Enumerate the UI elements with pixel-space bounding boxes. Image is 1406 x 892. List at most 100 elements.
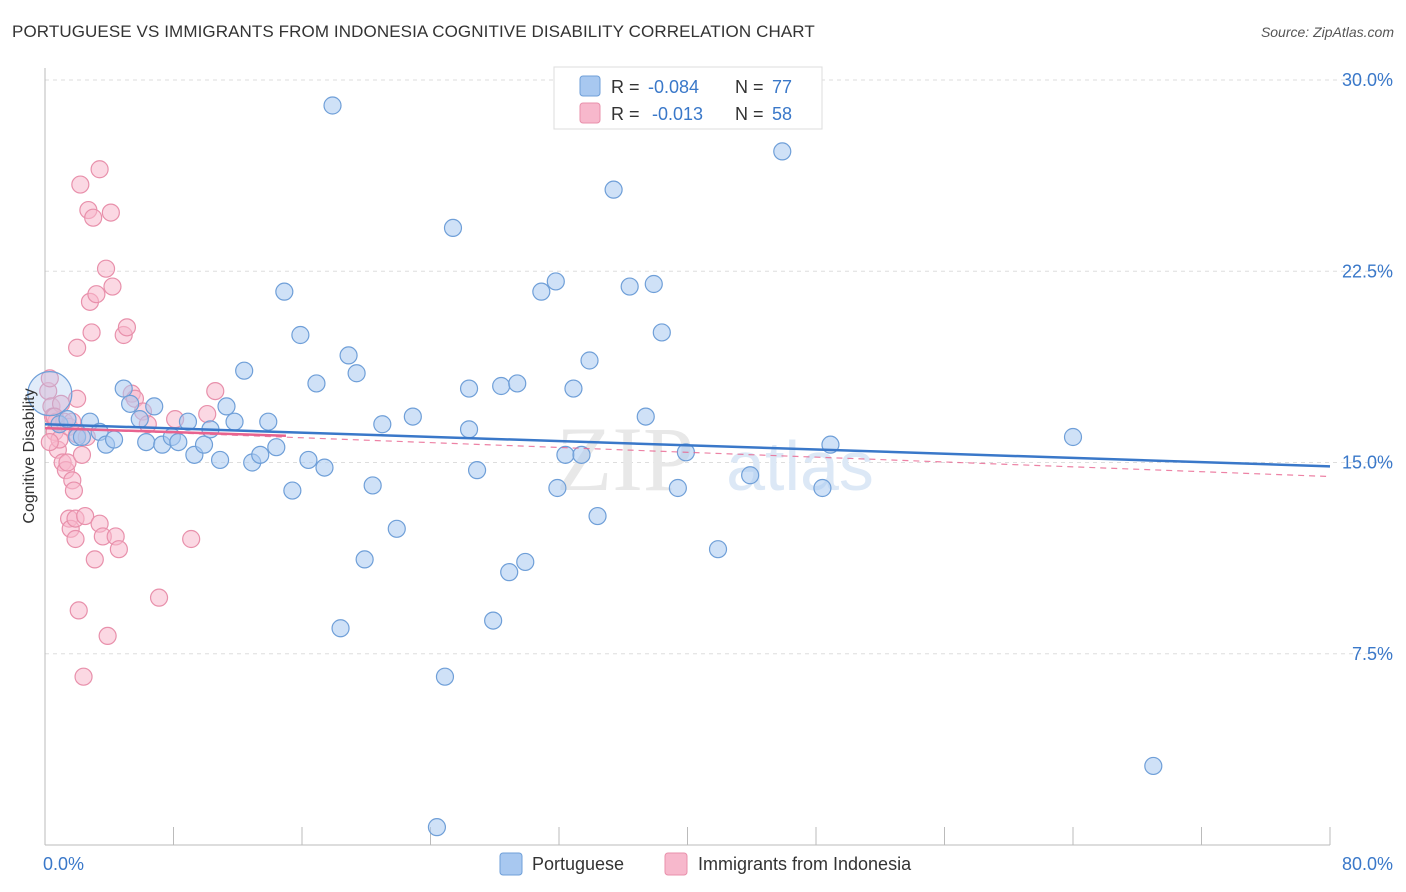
legend-n-value: 77 [772,77,792,97]
data-point-portuguese [225,412,244,431]
data-point-portuguese [145,397,164,416]
data-point-portuguese [435,667,455,686]
data-point-portuguese [620,277,639,296]
data-point-portuguese [484,611,503,630]
data-point-indonesia [198,404,217,424]
data-point-portuguese [443,218,463,237]
legend-bottom-label-portuguese: Portuguese [532,854,624,874]
trend-lines [44,423,1331,478]
legend-n-value: 58 [772,104,792,124]
watermark-atlas: atlas [726,427,874,505]
data-point-portuguese [373,415,392,434]
data-point-portuguese [283,481,302,500]
data-point-indonesia [101,203,120,222]
legend-top: R = -0.084 N = 77 R = -0.013 N = 58 [553,66,823,130]
data-point-portuguese [178,412,198,431]
data-point-indonesia [182,529,201,549]
data-point-portuguese [259,412,278,431]
data-point-indonesia [68,338,87,357]
data-point-portuguese [355,550,374,569]
data-point-portuguese [500,563,519,582]
tick-labels: 7.5% 15.0% 22.5% 30.0% 0.0% 80.0% [43,70,1393,874]
legend-r-value: -0.084 [648,77,699,97]
data-point-portuguese [194,435,214,454]
x-tick-label: 0.0% [43,854,84,874]
legend-swatch-portuguese [579,75,601,97]
data-point-portuguese [508,374,527,393]
grid-lines [45,79,1392,655]
legend-bottom-swatch-indonesia [664,852,688,876]
data-point-indonesia [74,667,93,686]
y-tick-label: 15.0% [1342,453,1393,473]
data-point-portuguese [339,346,358,365]
data-point-indonesia [68,389,87,408]
legend-swatch-indonesia [579,102,601,124]
data-point-indonesia [72,445,92,464]
data-point-portuguese [104,430,124,449]
data-point-portuguese [251,445,270,464]
data-point-portuguese [741,466,760,485]
y-tick-label: 7.5% [1352,644,1393,664]
data-point-portuguese [210,450,230,470]
data-point-portuguese [636,407,655,426]
data-point-indonesia [103,277,122,296]
data-point-indonesia [84,208,103,227]
data-point-indonesia [109,540,128,559]
data-point-portuguese [363,476,382,495]
data-point-portuguese [773,142,792,161]
data-point-indonesia [96,259,116,278]
data-point-indonesia [206,382,225,401]
data-point-indonesia [98,626,117,646]
data-point-indonesia [64,481,84,500]
data-point-portuguese [267,438,286,457]
data-point-portuguese [403,407,422,426]
data-point-portuguese [492,376,511,396]
data-point-portuguese [604,180,623,199]
legend-bottom-swatch-portuguese [499,852,523,876]
axes [44,68,1331,846]
data-point-portuguese [427,818,447,837]
data-point-portuguese [556,445,575,464]
trend-line-indonesia [44,426,286,437]
data-point-portuguese [516,552,535,572]
data-point-portuguese [114,379,133,398]
data-point-indonesia [85,550,104,569]
data-point-indonesia [149,588,169,607]
data-point-portuguese [235,361,254,380]
data-point-portuguese [121,394,140,413]
data-point-indonesia [90,160,109,179]
data-point-indonesia [40,433,59,452]
data-point-portuguese [137,433,156,452]
y-tick-label: 30.0% [1342,70,1393,90]
data-point-indonesia [58,453,77,472]
data-point-portuguese [27,371,73,417]
data-point-portuguese [644,274,663,294]
legend-bottom-label-indonesia: Immigrants from Indonesia [698,854,912,874]
data-point-portuguese [546,272,565,291]
data-point-portuguese [72,427,92,447]
data-point-portuguese [564,379,583,398]
data-point-indonesia [40,369,59,388]
data-point-portuguese [459,420,479,439]
data-point-portuguese [347,364,366,383]
data-point-indonesia [87,285,106,304]
source-credit: Source: ZipAtlas.com [1260,24,1394,40]
data-point-portuguese [307,374,326,393]
legend-bottom: Portuguese Immigrants from Indonesia [499,852,912,876]
x-tick-label: 80.0% [1342,854,1393,874]
data-point-portuguese [275,282,294,301]
legend-n-label: N = [735,77,764,97]
data-point-indonesia [82,323,101,342]
data-point-portuguese [580,351,599,370]
legend-n-label: N = [735,104,764,124]
data-point-indonesia [76,506,95,526]
data-point-indonesia [117,318,137,337]
data-point-portuguese [572,445,591,464]
y-axis-title: Cognitive Disability [21,388,38,523]
data-point-portuguese [331,619,350,638]
data-point-portuguese [813,478,832,498]
data-point-portuguese [217,397,236,416]
data-point-portuguese [169,433,188,452]
legend-r-label: R = [611,104,640,124]
